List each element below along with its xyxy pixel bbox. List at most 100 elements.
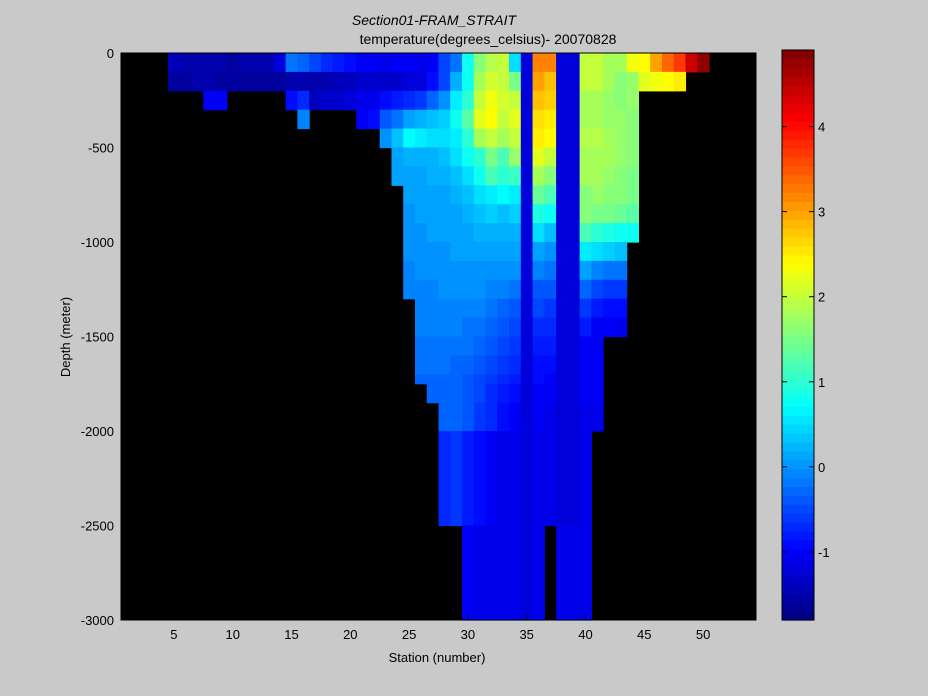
- heatmap-cell: [426, 260, 440, 281]
- heatmap-cell: [556, 128, 569, 149]
- heatmap-cell: [473, 260, 487, 281]
- heatmap-cell: [520, 383, 534, 404]
- heatmap-cell: [450, 355, 463, 375]
- heatmap-cell: [603, 204, 616, 224]
- heatmap-cell: [614, 53, 628, 73]
- colorbar-step: [782, 183, 814, 194]
- heatmap-cell: [567, 260, 581, 281]
- colorbar-step: [782, 450, 814, 461]
- heatmap-cell: [462, 90, 475, 111]
- heatmap-cell: [485, 53, 498, 73]
- heatmap-cell: [591, 90, 604, 111]
- heatmap-cell: [426, 185, 440, 205]
- colorbar-step: [782, 584, 814, 594]
- heatmap-cell: [438, 53, 451, 73]
- heatmap-cell: [673, 71, 687, 92]
- heatmap-cell: [567, 298, 581, 319]
- y-tick-label: -500: [88, 141, 114, 156]
- heatmap-cell: [544, 279, 557, 300]
- x-tick-label: 15: [284, 627, 298, 642]
- colorbar-step: [782, 147, 814, 158]
- heatmap-cell: [520, 525, 534, 621]
- heatmap-cell: [579, 383, 592, 404]
- heatmap-cell: [520, 147, 534, 167]
- heatmap-cell: [520, 355, 534, 375]
- colorbar-step: [782, 522, 814, 532]
- colorbar-step: [782, 441, 814, 452]
- colorbar-step: [782, 495, 814, 505]
- colorbar-step: [782, 192, 814, 203]
- heatmap-cell: [485, 279, 498, 300]
- heatmap-cell: [379, 109, 393, 130]
- colorbar-step: [782, 557, 814, 568]
- heatmap-cell: [544, 166, 557, 186]
- heatmap-cell: [532, 242, 545, 262]
- heatmap-cell: [497, 279, 510, 300]
- heatmap-cell: [462, 355, 475, 375]
- heatmap-cell: [509, 260, 522, 281]
- heatmap-cell: [391, 128, 404, 149]
- heatmap-cell: [450, 242, 463, 262]
- heatmap-cell: [661, 53, 675, 73]
- heatmap-cell: [403, 53, 416, 73]
- heatmap-cell: [544, 109, 557, 130]
- heatmap-cell: [556, 279, 569, 300]
- heatmap-cell: [403, 223, 416, 243]
- heatmap-cell: [426, 204, 440, 224]
- heatmap-cell: [603, 166, 616, 186]
- heatmap-cell: [332, 53, 346, 73]
- heatmap-cell: [591, 242, 604, 262]
- heatmap-cell: [626, 71, 640, 92]
- heatmap-cell: [579, 90, 592, 111]
- heatmap-cell: [567, 383, 581, 404]
- heatmap-cell: [250, 71, 263, 92]
- heatmap-cell: [450, 223, 463, 243]
- heatmap-cell: [473, 204, 487, 224]
- heatmap-cell: [520, 260, 534, 281]
- heatmap-cell: [297, 90, 310, 111]
- heatmap-cell: [168, 53, 181, 73]
- heatmap-cell: [497, 223, 510, 243]
- heatmap-cell: [509, 53, 522, 73]
- heatmap-cell: [462, 525, 475, 621]
- colorbar-step: [782, 174, 814, 185]
- heatmap-cell: [473, 298, 487, 319]
- heatmap-cell: [509, 166, 522, 186]
- colorbar-step: [782, 361, 814, 372]
- heatmap-cell: [262, 53, 275, 73]
- heatmap-cell: [414, 374, 428, 385]
- heatmap-cell: [367, 71, 381, 92]
- heatmap-cell: [509, 204, 522, 224]
- heatmap-cell: [414, 355, 428, 375]
- heatmap-cell: [473, 431, 487, 527]
- heatmap-cell: [544, 431, 557, 527]
- heatmap-cell: [473, 71, 487, 92]
- heatmap-cell: [520, 185, 534, 205]
- colorbar-step: [782, 335, 814, 345]
- colorbar-step: [782, 352, 814, 363]
- heatmap-cell: [485, 298, 498, 319]
- colorbar-step: [782, 415, 814, 425]
- heatmap-cell: [473, 109, 487, 130]
- colorbar-step: [782, 575, 814, 585]
- heatmap-cell: [567, 71, 581, 92]
- heatmap-cell: [556, 525, 569, 621]
- heatmap-cells: [168, 53, 710, 621]
- heatmap-cell: [438, 317, 451, 338]
- heatmap-cell: [650, 71, 663, 92]
- heatmap-cell: [532, 147, 545, 167]
- heatmap-cell: [614, 90, 628, 111]
- heatmap-cell: [520, 336, 534, 356]
- heatmap-cell: [603, 260, 616, 281]
- colorbar-step: [782, 58, 814, 69]
- heatmap-cell: [603, 71, 616, 92]
- heatmap-cell: [509, 90, 522, 111]
- heatmap-cell: [556, 147, 569, 167]
- heatmap-cell: [532, 166, 545, 186]
- heatmap-cell: [520, 166, 534, 186]
- heatmap-cell: [579, 223, 592, 243]
- heatmap-cell: [438, 223, 451, 243]
- heatmap-cell: [438, 336, 451, 356]
- heatmap-cell: [438, 166, 451, 186]
- y-tick-label: -2500: [81, 519, 114, 534]
